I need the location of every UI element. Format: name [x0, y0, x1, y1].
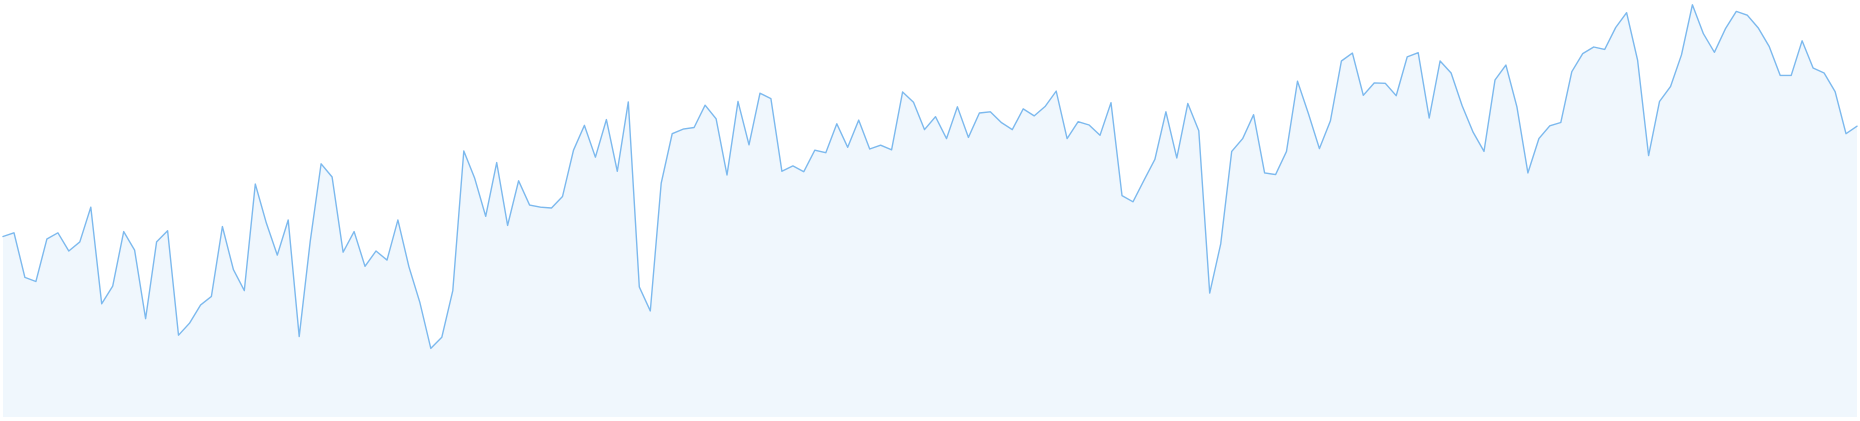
series-line: [2, 4, 1858, 350]
series-area-fill: [3, 4, 1857, 418]
